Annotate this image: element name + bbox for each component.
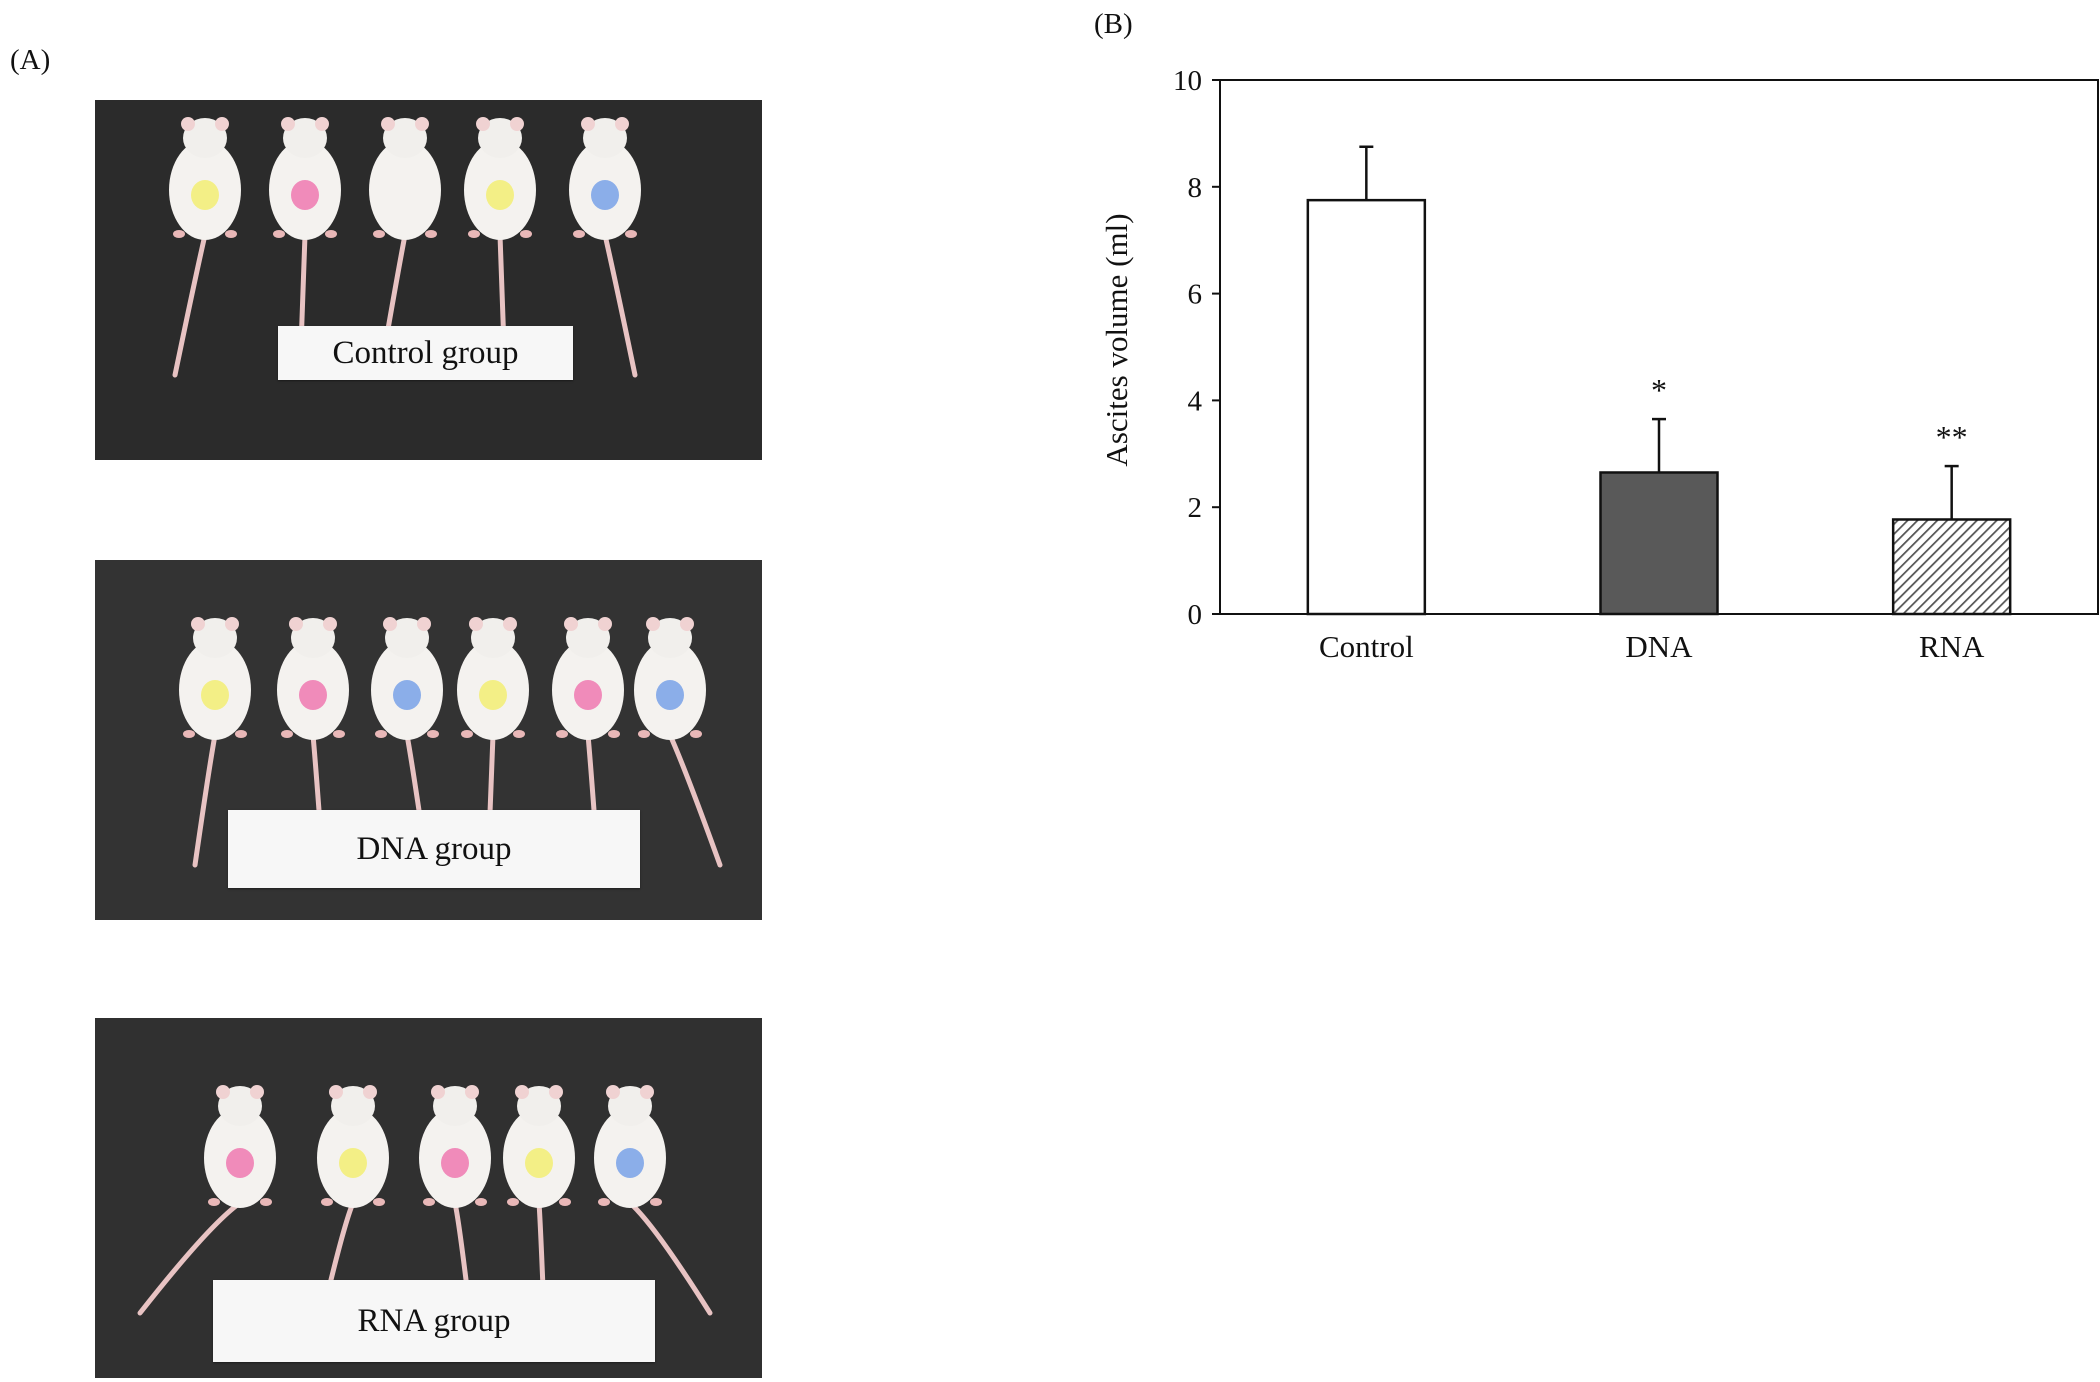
control-mice-illustration bbox=[169, 117, 641, 378]
control-group-card: Control group bbox=[278, 326, 573, 380]
mouse bbox=[457, 617, 529, 868]
mouse bbox=[137, 1085, 276, 1316]
y-axis-title: Ascites volume (ml) bbox=[1099, 213, 1134, 466]
color-mark bbox=[226, 1148, 254, 1178]
mouse bbox=[277, 617, 349, 868]
rna-group-photo: RNA group bbox=[95, 1018, 762, 1378]
bar-dna bbox=[1599, 471, 1719, 616]
mouse bbox=[464, 117, 536, 378]
y-tick-label: 4 bbox=[1188, 385, 1203, 417]
bar-control bbox=[1306, 198, 1427, 616]
y-tick-label: 6 bbox=[1188, 279, 1203, 311]
y-tick-label: 2 bbox=[1188, 492, 1203, 524]
dna-group-card: DNA group bbox=[228, 810, 640, 888]
color-mark bbox=[616, 1148, 644, 1178]
category-labels: Control DNA RNA bbox=[1319, 629, 1985, 664]
color-mark bbox=[574, 680, 602, 710]
dna-mice-illustration bbox=[179, 617, 723, 868]
plot-frame bbox=[1219, 79, 2099, 615]
mouse bbox=[317, 1085, 389, 1316]
dna-group-photo: DNA group bbox=[95, 560, 762, 920]
mouse bbox=[503, 1085, 575, 1316]
color-mark bbox=[291, 180, 319, 210]
y-tick-label: 0 bbox=[1188, 599, 1203, 631]
bar-rna bbox=[1891, 518, 2012, 616]
y-tick-label: 10 bbox=[1173, 65, 1202, 97]
color-mark bbox=[479, 680, 507, 710]
mouse bbox=[634, 617, 723, 868]
mouse bbox=[371, 617, 443, 868]
panel-a-label: (A) bbox=[10, 44, 51, 76]
color-mark bbox=[525, 1148, 553, 1178]
category-label-dna: DNA bbox=[1625, 629, 1693, 664]
category-label-rna: RNA bbox=[1919, 629, 1985, 664]
color-mark bbox=[201, 680, 229, 710]
category-label-control: Control bbox=[1319, 629, 1414, 664]
color-mark bbox=[339, 1148, 367, 1178]
color-mark bbox=[191, 180, 219, 210]
significance-marker-dna: * bbox=[1651, 372, 1667, 408]
rna-group-card: RNA group bbox=[213, 1280, 655, 1362]
rna-mice-illustration bbox=[137, 1085, 713, 1316]
mouse bbox=[179, 617, 251, 868]
y-tick-label: 8 bbox=[1188, 172, 1203, 204]
color-mark bbox=[486, 180, 514, 210]
color-mark bbox=[393, 680, 421, 710]
mouse bbox=[369, 117, 441, 378]
control-group-photo: Control group bbox=[95, 100, 762, 460]
color-mark bbox=[591, 180, 619, 210]
mouse bbox=[169, 117, 241, 378]
mouse bbox=[594, 1085, 713, 1316]
y-axis-ticks: 0 2 4 6 8 10 bbox=[1173, 65, 1220, 631]
significance-marker-rna: ** bbox=[1936, 419, 1968, 455]
mouse bbox=[419, 1085, 491, 1316]
bars: *** bbox=[1306, 145, 2012, 616]
mouse bbox=[569, 117, 641, 378]
mouse bbox=[269, 117, 341, 378]
color-mark bbox=[656, 680, 684, 710]
color-mark bbox=[441, 1148, 469, 1178]
color-mark bbox=[299, 680, 327, 710]
panel-b-label: (B) bbox=[1094, 8, 1133, 40]
